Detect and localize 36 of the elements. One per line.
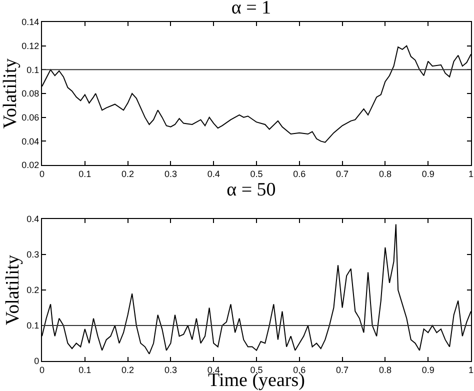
y-tick-label: 0.06	[22, 112, 40, 122]
x-tick-label: 0.1	[78, 168, 92, 179]
y-tick-label: 0.04	[22, 136, 40, 146]
x-tick-label: 0.1	[78, 364, 92, 375]
x-tick-label: 0.9	[422, 364, 434, 375]
x-tick-label: 0.3	[164, 364, 177, 375]
x-tick-label: 0.8	[378, 168, 392, 179]
x-tick-label: 0.8	[378, 364, 392, 375]
y-tick-label: 0.1	[26, 64, 40, 75]
chart-title: α = 50	[226, 179, 276, 200]
chart-title: α = 1	[231, 0, 272, 18]
y-tick-label: 0.12	[22, 40, 40, 51]
y-tick-label: 0.02	[22, 160, 40, 170]
y-tick-label: 0.14	[22, 17, 40, 28]
y-tick-label: 0	[34, 356, 40, 366]
x-tick-label: 0.5	[250, 364, 263, 375]
x-tick-label: 0.6	[293, 168, 306, 179]
y-tick-label: 0.2	[26, 285, 40, 296]
x-tick-label: 0.2	[122, 364, 134, 375]
x-tick-label: 0.7	[336, 168, 349, 179]
y-axis-title: Volatility	[0, 58, 21, 129]
y-tick-label: 0.4	[26, 214, 40, 224]
x-tick-label: 0.2	[122, 168, 134, 179]
x-tick-label: 0.4	[207, 364, 220, 375]
y-tick-label: 0.3	[26, 250, 40, 260]
x-tick-label: 0.5	[250, 168, 263, 179]
x-tick-label: 1	[468, 168, 474, 179]
y-tick-label: 0.08	[22, 88, 40, 99]
y-tick-label: 0.1	[26, 320, 40, 331]
y-axis-title: Volatility	[2, 254, 24, 326]
x-tick-label: 0.9	[422, 168, 434, 179]
x-tick-label: 1	[468, 364, 474, 375]
x-tick-label: 0.4	[207, 168, 220, 179]
x-tick-label: 0.3	[164, 168, 177, 179]
x-tick-label: 0.6	[293, 364, 306, 375]
x-tick-label: 0.7	[336, 364, 349, 375]
